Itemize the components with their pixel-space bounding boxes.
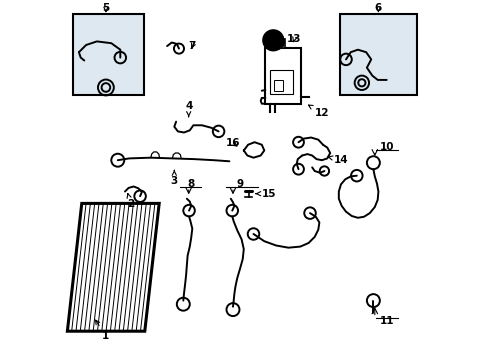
Text: 2: 2 [127, 194, 135, 210]
Bar [270, 39, 284, 48]
Text: 7: 7 [188, 41, 196, 51]
Text: 6: 6 [374, 3, 381, 13]
Text: 9: 9 [236, 179, 243, 189]
Text: 1: 1 [95, 320, 109, 341]
Bar [265, 48, 300, 104]
Text: 12: 12 [308, 105, 328, 118]
Text: 16: 16 [225, 138, 240, 148]
Bar [339, 14, 416, 95]
Text: 10: 10 [379, 142, 393, 152]
Bar [269, 70, 293, 94]
Circle shape [263, 30, 283, 50]
Text: 14: 14 [327, 155, 347, 165]
Text: 11: 11 [379, 316, 393, 326]
Polygon shape [67, 203, 159, 331]
Text: 13: 13 [286, 34, 301, 44]
Text: 3: 3 [170, 170, 178, 186]
Bar [73, 14, 143, 95]
Bar [274, 80, 283, 91]
Text: 8: 8 [187, 179, 194, 189]
Text: 4: 4 [184, 101, 192, 117]
Text: 5: 5 [102, 3, 109, 13]
Text: 15: 15 [256, 189, 276, 199]
